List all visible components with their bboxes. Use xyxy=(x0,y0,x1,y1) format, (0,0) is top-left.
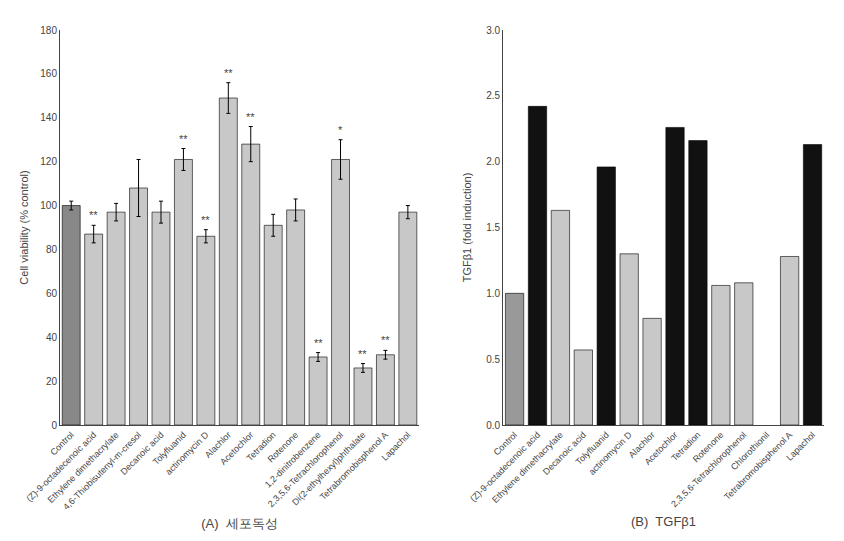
svg-text:Control: Control xyxy=(492,430,520,458)
svg-text:Decanoic acid: Decanoic acid xyxy=(119,430,166,477)
svg-text:**: ** xyxy=(358,348,367,360)
svg-text:**: ** xyxy=(224,67,233,79)
svg-text:120: 120 xyxy=(40,156,57,167)
svg-text:100: 100 xyxy=(40,200,57,211)
svg-text:Ethylene dimethacrylate: Ethylene dimethacrylate xyxy=(490,430,565,505)
svg-text:actinomycin D: actinomycin D xyxy=(587,429,634,476)
svg-text:2.5: 2.5 xyxy=(486,90,500,101)
svg-text:Acetochlor: Acetochlor xyxy=(642,430,679,467)
svg-text:2,3,5,6-Tetrachlorophenol: 2,3,5,6-Tetrachlorophenol xyxy=(669,430,748,509)
svg-text:*: * xyxy=(338,124,343,136)
svg-text:(A) 세포독성: (A) 세포독성 xyxy=(201,516,278,531)
svg-text:2.0: 2.0 xyxy=(486,156,500,167)
svg-text:4,6-Thiobisutenyl-m-cresol: 4,6-Thiobisutenyl-m-cresol xyxy=(61,430,143,512)
svg-text:0.5: 0.5 xyxy=(486,354,500,365)
svg-text:(B) TGFβ1: (B) TGFβ1 xyxy=(631,514,696,529)
svg-text:1,2-dinitrobenzene: 1,2-dinitrobenzene xyxy=(263,430,323,490)
svg-text:Tetrabromobisphenol A: Tetrabromobisphenol A xyxy=(722,430,794,502)
svg-text:**: ** xyxy=(381,334,390,346)
svg-text:60: 60 xyxy=(46,288,58,299)
svg-text:**: ** xyxy=(314,337,323,349)
svg-text:Tolyfluanid: Tolyfluanid xyxy=(151,430,188,467)
svg-text:Lapachol: Lapachol xyxy=(380,430,413,463)
svg-text:**: ** xyxy=(89,209,98,221)
svg-text:**: ** xyxy=(201,214,210,226)
svg-text:actinomycin D: actinomycin D xyxy=(163,429,210,476)
svg-text:(Z)-9-octadecenoic acid: (Z)-9-octadecenoic acid xyxy=(468,430,542,504)
svg-text:Tetrabromobisphenol A: Tetrabromobisphenol A xyxy=(318,430,390,502)
svg-text:2,3,5,6-Tetrachlorophenol: 2,3,5,6-Tetrachlorophenol xyxy=(266,430,345,509)
svg-text:Tetradion: Tetradion xyxy=(669,430,702,463)
svg-text:40: 40 xyxy=(46,332,58,343)
svg-text:Di(2-ethylhexyl)phthalate: Di(2-ethylhexyl)phthalate xyxy=(290,430,367,507)
svg-text:180: 180 xyxy=(40,25,57,36)
svg-text:140: 140 xyxy=(40,112,57,123)
svg-text:Alachlor: Alachlor xyxy=(627,430,657,460)
svg-text:Acetochlor: Acetochlor xyxy=(218,430,255,467)
svg-text:0.0: 0.0 xyxy=(486,420,500,431)
svg-text:80: 80 xyxy=(46,244,58,255)
svg-text:0: 0 xyxy=(51,420,57,431)
svg-text:TGFβ1 (fold induction): TGFβ1 (fold induction) xyxy=(461,173,473,283)
svg-text:Control: Control xyxy=(48,430,76,458)
svg-text:**: ** xyxy=(246,111,255,123)
svg-text:Cell viability (% control): Cell viability (% control) xyxy=(18,170,30,284)
svg-text:Rotenone: Rotenone xyxy=(691,430,726,465)
svg-text:Chlorothionil: Chlorothionil xyxy=(729,430,771,472)
svg-text:Alachlor: Alachlor xyxy=(203,430,233,460)
svg-text:20: 20 xyxy=(46,376,58,387)
svg-text:160: 160 xyxy=(40,68,57,79)
svg-text:1.5: 1.5 xyxy=(486,222,500,233)
svg-text:Decanoic acid: Decanoic acid xyxy=(541,430,588,477)
svg-text:1.0: 1.0 xyxy=(486,288,500,299)
svg-text:Rotenone: Rotenone xyxy=(266,430,301,465)
svg-text:Lapachol: Lapachol xyxy=(784,430,817,463)
svg-text:Ethylene dimethacrylate: Ethylene dimethacrylate xyxy=(46,430,121,505)
svg-text:**: ** xyxy=(179,133,188,145)
svg-text:Tolyfluanid: Tolyfluanid xyxy=(574,430,611,467)
svg-text:3.0: 3.0 xyxy=(486,25,500,36)
svg-text:Tetradion: Tetradion xyxy=(245,430,278,463)
svg-text:(Z)-9-octadecenoic acid: (Z)-9-octadecenoic acid xyxy=(24,430,98,504)
